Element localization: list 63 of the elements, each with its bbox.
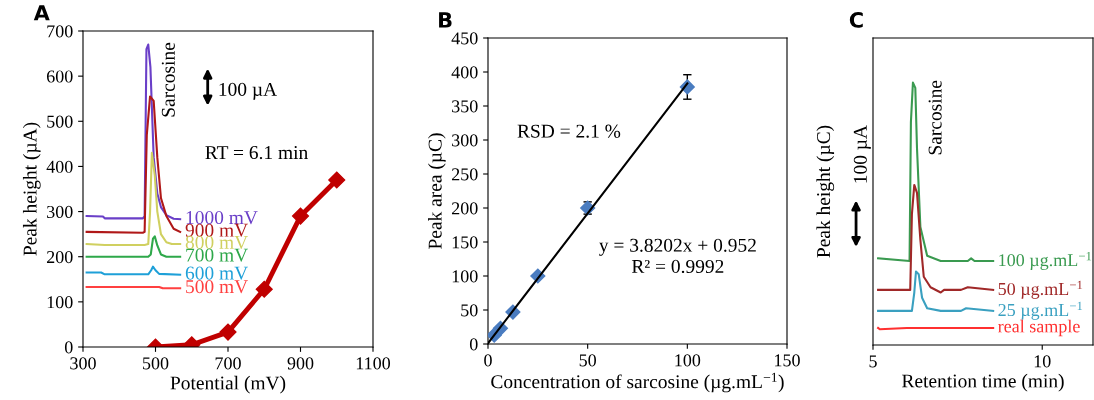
x-tick-label: 5: [869, 355, 877, 368]
annotation: y = 3.8202x + 0.952: [599, 238, 756, 256]
y-tick-label: 400: [451, 66, 478, 79]
x-tick-label: 150: [775, 354, 800, 367]
y-tick-label: 100: [452, 270, 478, 283]
annotation: Sarcosine: [161, 42, 175, 117]
x-axis-title: Potential (mV): [170, 375, 286, 394]
x-tick-label: 700: [215, 357, 241, 370]
y-tick-label: 450: [451, 32, 478, 45]
x-tick-label: 1100: [356, 357, 391, 370]
x-axis-title: Concentration of sarcosine (µg.mL$^{−1}$): [491, 372, 784, 393]
x-tick-label: 900: [287, 357, 314, 370]
line-series: [85, 265, 182, 276]
series-label: 1000 mV: [186, 210, 258, 225]
y-tick-label: 0: [64, 341, 73, 354]
annotation: RT = 6.1 min: [205, 146, 308, 160]
x-tick-label: 500: [143, 357, 169, 370]
point: [291, 207, 310, 225]
y-tick-label: 350: [452, 100, 478, 113]
x-axis-title: Retention time (min): [902, 373, 1064, 392]
y-tick-label: 400: [46, 160, 73, 173]
series-label: 25 µg.mL$^{−1}$: [998, 301, 1083, 320]
x-tick-label: 50: [579, 354, 597, 367]
y-tick-label: 150: [452, 236, 478, 249]
chart-title: C: [849, 12, 863, 28]
y-axis-title: Peak area (µC): [428, 133, 446, 249]
x-tick-label: 10: [1034, 355, 1051, 368]
series-label: 500 mV: [186, 280, 248, 294]
series-label: 800 mV: [185, 235, 248, 250]
series-label: 700 mV: [186, 248, 248, 262]
y-tick-label: 300: [452, 134, 478, 147]
y-tick-label: 200: [46, 250, 73, 264]
point: [255, 280, 273, 298]
chart-title: B: [439, 12, 452, 28]
line-series: [85, 43, 182, 221]
series-label: 900 mV: [185, 223, 248, 237]
series-label: real sample: [998, 319, 1080, 337]
text: 100 µA: [853, 125, 871, 183]
y-tick-label: 500: [47, 115, 73, 128]
annotation: Sarcosine: [928, 80, 942, 155]
y-tick-label: 600: [46, 70, 73, 83]
line-series: [85, 235, 182, 258]
y-tick-label: 700: [47, 25, 73, 38]
chart-title: A: [33, 5, 50, 21]
x-tick-label: 300: [70, 357, 96, 370]
y-tick-label: 0: [469, 338, 478, 351]
line-series: [85, 151, 182, 247]
y-axis-title: Peak height (µC): [816, 125, 835, 258]
y-tick-label: 100: [47, 296, 73, 309]
x-tick-label: 0: [484, 354, 492, 367]
series-label: 50 µg.mL$^{−1}$: [998, 280, 1083, 299]
x-tick-label: 100: [675, 354, 701, 367]
series-label: 100 µg.mL$^{−1}$: [999, 251, 1092, 270]
annotation: 100 µA: [219, 82, 277, 100]
y-axis-title: Peak height (µA): [22, 122, 41, 256]
point: [328, 171, 346, 189]
y-tick-label: 50: [461, 304, 478, 317]
y-tick-label: 250: [451, 168, 478, 181]
series-label: 600 mV: [185, 266, 248, 280]
y-tick-label: 200: [451, 202, 478, 215]
y-tick-label: 300: [47, 205, 73, 219]
annotation: R² = 0.9992: [631, 259, 724, 274]
annotation: RSD = 2.1 %: [517, 124, 621, 138]
